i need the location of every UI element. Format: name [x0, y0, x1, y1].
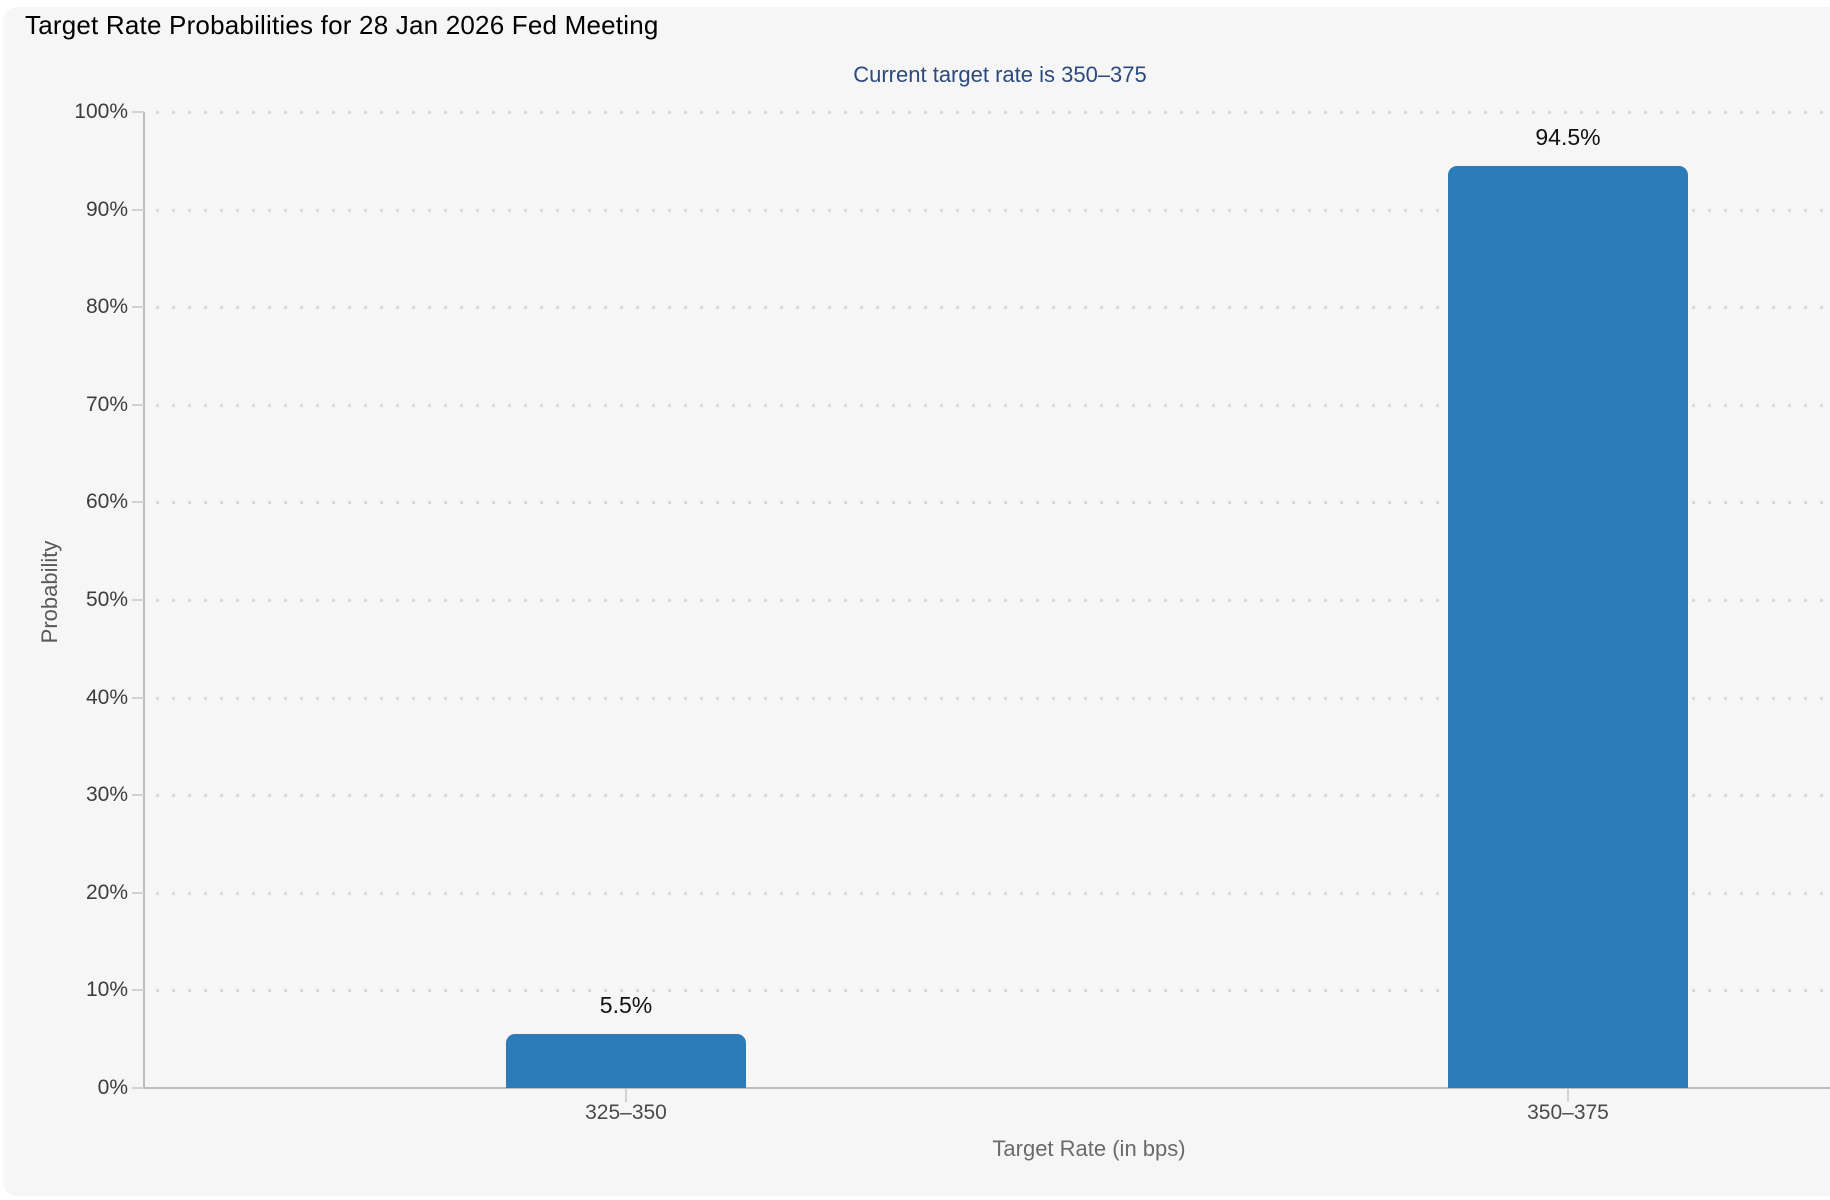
chart-subtitle: Current target rate is 350–375: [853, 62, 1147, 87]
y-tick-label: 60%: [85, 490, 128, 514]
y-tick-mark: [132, 208, 144, 211]
y-tick-mark: [132, 111, 144, 113]
x-tick-mark: [625, 1089, 627, 1102]
y-tick-mark: [132, 599, 144, 601]
x-axis-line: [143, 1087, 1830, 1089]
y-tick-label: 90%: [85, 197, 128, 221]
y-tick-mark: [132, 891, 144, 894]
y-tick-mark: [132, 794, 144, 797]
y-tick-mark: [132, 989, 144, 992]
y-tick-mark: [132, 306, 144, 309]
y-grid-line: [156, 111, 1830, 114]
y-tick-mark: [132, 501, 144, 504]
y-axis-line: [143, 112, 145, 1089]
y-tick-label: 0%: [97, 1076, 128, 1099]
chart-title: Target Rate Probabilities for 28 Jan 202…: [25, 10, 659, 40]
bar-350–375[interactable]: [1448, 165, 1688, 1088]
bar-value-label: 94.5%: [1535, 123, 1601, 150]
y-tick-label: 10%: [85, 978, 128, 1002]
y-axis-title: Probability: [37, 540, 62, 644]
y-grid-line: [156, 989, 1830, 993]
y-grid-line: [156, 696, 1830, 700]
bar-value-label: 5.5%: [599, 992, 653, 1019]
y-tick-mark: [132, 1087, 144, 1089]
x-axis-title: Target Rate (in bps): [992, 1136, 1186, 1161]
y-tick-label: 70%: [85, 392, 128, 416]
y-grid-line: [156, 794, 1830, 798]
y-grid-line: [156, 403, 1830, 407]
y-grid-line: [156, 208, 1830, 212]
y-tick-label: 30%: [85, 783, 128, 807]
y-grid-line: [156, 891, 1830, 895]
y-grid-line: [156, 599, 1830, 602]
y-grid-line: [156, 306, 1830, 310]
x-category-label: 325–350: [585, 1101, 667, 1124]
x-category-label: 350–375: [1527, 1101, 1609, 1124]
y-grid-line: [156, 501, 1830, 505]
y-tick-mark: [132, 403, 144, 406]
x-tick-mark: [1567, 1089, 1569, 1102]
y-tick-label: 40%: [85, 685, 128, 709]
y-tick-label: 80%: [85, 295, 128, 319]
y-tick-label: 100%: [74, 100, 128, 123]
y-tick-mark: [132, 696, 144, 699]
y-tick-label: 50%: [85, 588, 128, 611]
bar-325–350[interactable]: [506, 1034, 746, 1088]
y-tick-label: 20%: [85, 880, 128, 904]
